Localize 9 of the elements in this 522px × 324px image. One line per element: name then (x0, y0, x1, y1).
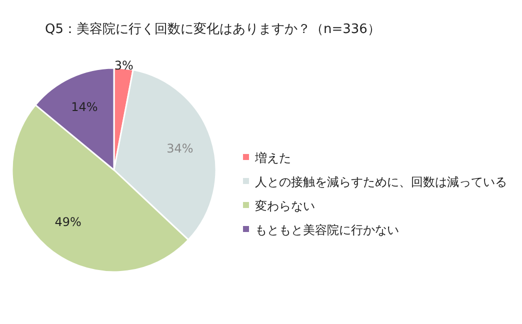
legend-label: 変わらない (255, 199, 315, 213)
data-label: 14% (71, 100, 98, 114)
data-label: 3% (114, 58, 134, 72)
legend-label: 増えた (254, 151, 291, 165)
chart-title: Q5：美容院に行く回数に変化はありますか？（n=336） (45, 21, 380, 37)
data-label: 49% (54, 215, 82, 230)
legend-label: もともと美容院に行かない (255, 223, 399, 237)
legend-label: 人との接触を減らすために、回数は減っている (255, 175, 507, 189)
data-label: 34% (166, 142, 194, 156)
